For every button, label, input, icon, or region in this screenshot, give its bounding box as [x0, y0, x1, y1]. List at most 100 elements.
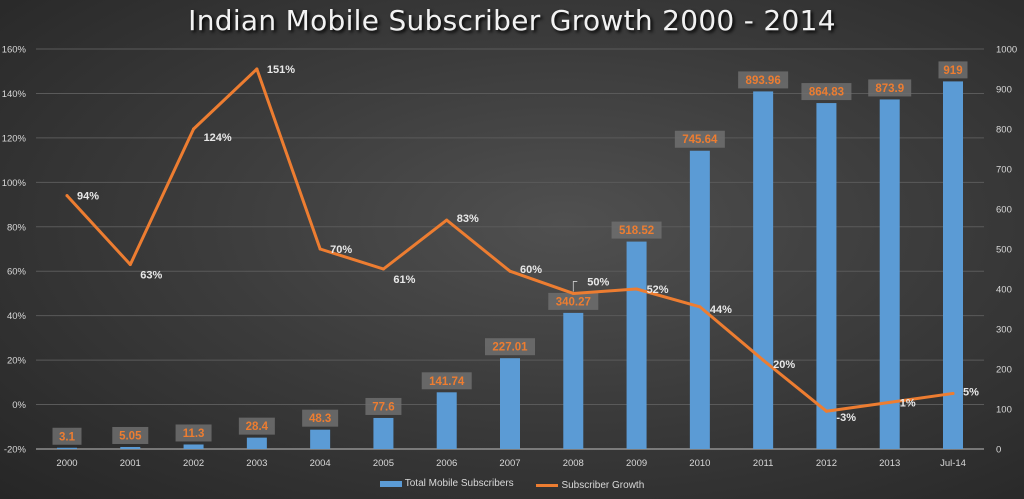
left-axis-tick-label: 100% [2, 178, 27, 189]
line-point[interactable] [192, 127, 196, 131]
left-axis-tick-label: 40% [7, 311, 27, 322]
line-point[interactable] [318, 247, 322, 251]
bar-data-label: 28.4 [246, 421, 269, 433]
line-data-label: 70% [330, 244, 352, 256]
bar-data-label: 5.05 [119, 430, 142, 442]
bar-data-label: 919 [943, 65, 962, 77]
legend: Total Mobile Subscribers Subscriber Grow… [0, 478, 1024, 491]
bar[interactable] [246, 437, 267, 449]
line-point[interactable] [761, 358, 765, 362]
label-leader-line [572, 281, 578, 292]
line-point[interactable] [635, 287, 639, 291]
bar-label-background [611, 221, 662, 239]
line-data-label: 1% [900, 397, 916, 409]
x-axis-tick-label: 2003 [246, 458, 267, 469]
bar[interactable] [373, 417, 394, 449]
bar-label-background [421, 372, 472, 390]
x-axis-tick-label: 2012 [816, 458, 837, 469]
bar-label-background [674, 130, 725, 148]
bar-label-background [868, 79, 912, 97]
bar-label-background [238, 417, 275, 435]
right-axis-tick-label: 900 [996, 85, 1012, 96]
right-axis-tick-label: 100 [996, 405, 1012, 416]
bar[interactable] [120, 446, 141, 449]
left-axis-tick-label: 80% [7, 222, 27, 233]
bar-data-label: 11.3 [183, 428, 205, 440]
line-point[interactable] [888, 400, 892, 404]
bar-data-label: 141.74 [429, 376, 465, 388]
x-axis-tick-label: 2000 [56, 458, 77, 469]
line-labels: 94% 63% 124% 151% 70% 61% 83% 60% 50% 52% 44% 20% -3… [77, 64, 979, 424]
bar[interactable] [436, 392, 457, 449]
bar-series [57, 81, 963, 450]
legend-item-growth[interactable]: Subscriber Growth [536, 480, 644, 491]
bar[interactable] [626, 241, 647, 449]
right-axis-tick-label: 800 [996, 125, 1012, 136]
left-axis-tick-label: 140% [2, 89, 27, 100]
bar[interactable] [689, 150, 710, 449]
x-axis-tick-label: 2005 [373, 458, 394, 469]
bar-label-background [938, 61, 968, 79]
right-axis-tick-label: 500 [996, 245, 1012, 256]
line-point[interactable] [65, 194, 69, 198]
bar-data-label: 518.52 [619, 225, 654, 237]
bar-label-background [548, 292, 599, 310]
x-axis-tick-label: 2009 [626, 458, 647, 469]
line-point[interactable] [445, 218, 449, 222]
right-axis-tick-label: 700 [996, 165, 1012, 176]
legend-line-swatch [536, 483, 559, 487]
legend-item-subscribers[interactable]: Total Mobile Subscribers [379, 478, 514, 489]
x-axis-tick-label: 2004 [310, 458, 331, 469]
bar-label-background [365, 397, 402, 415]
right-axis-tick-label: 200 [996, 365, 1012, 376]
bar[interactable] [943, 81, 963, 450]
x-axis-tick-label: 2010 [689, 458, 710, 469]
right-axis-tick-label: 0 [996, 445, 1001, 456]
bar-label-background [175, 424, 212, 442]
x-axis: 2000 2001 2002 2003 2004 2005 2006 2007 2008 2009… [56, 458, 966, 469]
line-data-label: -3% [836, 412, 856, 424]
left-axis-tick-label: 160% [2, 45, 27, 56]
bar[interactable] [879, 99, 900, 449]
line-data-label: 63% [140, 270, 162, 282]
x-axis-tick-label: 2011 [753, 458, 773, 469]
line-data-label: 124% [204, 132, 232, 144]
left-axis-tick-label: -20% [4, 445, 27, 456]
bar-label-background [302, 409, 339, 427]
x-axis-tick-label: 2006 [436, 458, 457, 469]
bar-data-label: 3.1 [59, 431, 76, 443]
line-point[interactable] [571, 291, 575, 295]
line-point[interactable] [698, 305, 702, 309]
legend-bar-swatch [379, 480, 402, 487]
bar-data-label: 340.27 [556, 296, 591, 308]
bar[interactable] [563, 312, 584, 449]
line-data-label: 20% [773, 359, 795, 371]
x-axis-tick-label: 2013 [879, 458, 900, 469]
bar[interactable] [816, 103, 837, 450]
chart-title: Indian Mobile Subscriber Growth 2000 - 2… [188, 4, 836, 37]
line-data-label: 151% [267, 64, 295, 76]
bar[interactable] [753, 91, 774, 449]
bar-labels: 3.1 5.05 11.3 28.4 48.3 77.6 141.74 227.01 340.2… [52, 61, 968, 445]
bar-data-label: 745.64 [682, 134, 718, 146]
bar[interactable] [183, 444, 204, 449]
line-point[interactable] [381, 267, 385, 271]
bar-data-label: 48.3 [309, 413, 331, 425]
line-data-label: 83% [457, 213, 479, 225]
bar[interactable] [57, 447, 77, 449]
line-point[interactable] [951, 391, 955, 395]
line-series [65, 67, 955, 413]
x-axis-tick-label: 2008 [563, 458, 584, 469]
bar[interactable] [500, 358, 520, 449]
line-point[interactable] [824, 409, 828, 413]
left-axis-tick-label: 60% [7, 267, 27, 278]
line-point[interactable] [508, 269, 512, 273]
line-point[interactable] [128, 263, 132, 267]
bar-data-label: 873.9 [875, 83, 904, 95]
bar[interactable] [310, 429, 331, 449]
line-data-label: 50% [587, 276, 609, 288]
bar-label-background [801, 83, 852, 101]
line-data-label: 5% [963, 386, 979, 398]
line-point[interactable] [255, 67, 259, 71]
